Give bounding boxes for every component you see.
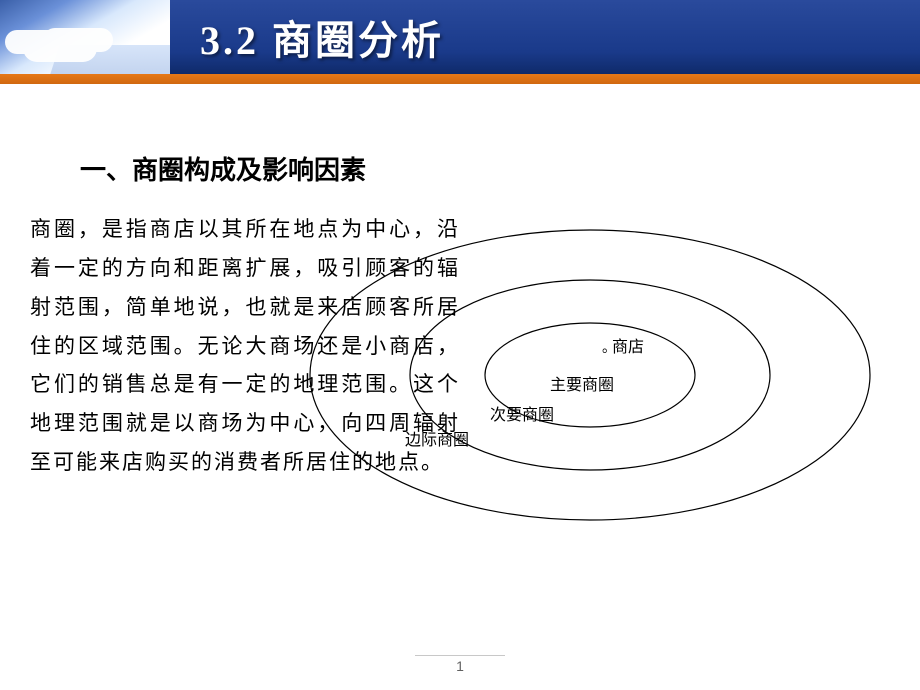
- title-bar: 3.2 商圈分析: [170, 0, 920, 74]
- label-primary: 主要商圈: [550, 376, 614, 394]
- section-heading: 一、商圈构成及影响因素: [80, 150, 366, 187]
- cloud-shape: [5, 30, 75, 54]
- trade-area-diagram: 边际商圈 次要商圈 主要商圈 。 商店: [280, 220, 900, 540]
- label-marginal: 边际商圈: [405, 431, 469, 449]
- footer-rule: [415, 655, 505, 656]
- slide-title: 3.2 商圈分析: [200, 8, 444, 66]
- header-spacer: [0, 84, 920, 116]
- page-number: 1: [0, 658, 920, 674]
- label-secondary: 次要商圈: [490, 406, 554, 424]
- accent-stripe: [0, 74, 920, 84]
- outer-ellipse: [310, 230, 870, 520]
- label-store: 商店: [612, 338, 644, 356]
